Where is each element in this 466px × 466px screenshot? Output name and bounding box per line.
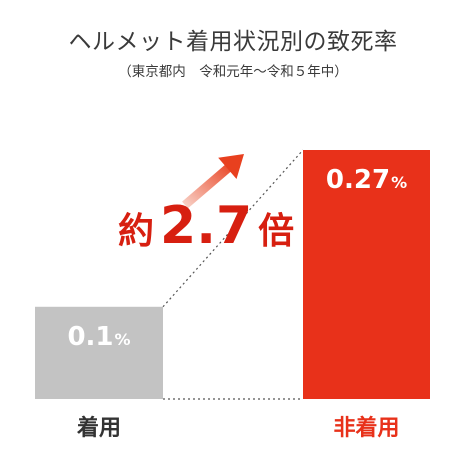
bar-worn — [35, 306, 163, 399]
ratio-prefix: 約 — [118, 211, 155, 252]
up-right-arrow-icon — [182, 154, 244, 209]
ratio-annotation: 約 2.7 倍 — [118, 196, 294, 256]
chart-subtitle: （東京都内 令和元年〜令和５年中） — [118, 64, 348, 80]
ratio-suffix: 倍 — [258, 211, 295, 252]
bar-value-unit: % — [391, 173, 408, 192]
category-label: 非着用 — [333, 416, 400, 441]
bar-value-unit: % — [114, 329, 131, 349]
category-label: 着用 — [76, 416, 121, 441]
guide-line-top — [162, 149, 304, 308]
bar-value-label: 0.1% — [35, 322, 163, 352]
bar-value-label: 0.27% — [303, 165, 430, 195]
chart-title: ヘルメット着用状況別の致死率 — [68, 29, 398, 55]
bar-value-number: 0.27 — [325, 165, 391, 195]
bar-not-worn — [303, 150, 430, 399]
arrow-head — [218, 154, 244, 179]
bar-value-number: 0.1 — [67, 321, 114, 352]
ratio-value: 2.7 — [160, 196, 253, 256]
arrow-shaft — [182, 159, 237, 209]
